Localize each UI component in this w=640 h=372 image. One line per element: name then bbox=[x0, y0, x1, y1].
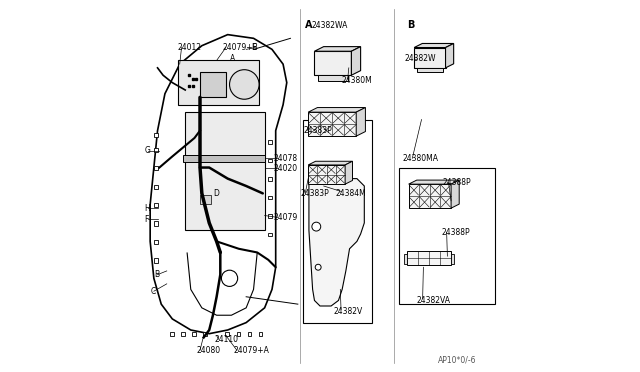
Bar bbox=[248, 332, 252, 336]
Circle shape bbox=[230, 70, 259, 99]
Bar bbox=[192, 332, 196, 336]
Polygon shape bbox=[414, 44, 454, 48]
Text: E: E bbox=[252, 43, 257, 52]
Text: 24383P: 24383P bbox=[303, 126, 332, 135]
Text: F: F bbox=[145, 215, 149, 224]
Circle shape bbox=[316, 264, 321, 270]
Text: 24080: 24080 bbox=[196, 346, 220, 355]
Bar bbox=[259, 332, 262, 336]
Polygon shape bbox=[408, 184, 451, 208]
Polygon shape bbox=[308, 108, 365, 112]
Bar bbox=[170, 332, 174, 336]
Polygon shape bbox=[308, 165, 345, 184]
Bar bbox=[268, 214, 272, 218]
Bar bbox=[154, 166, 158, 170]
Bar bbox=[225, 332, 229, 336]
Bar bbox=[185, 112, 264, 230]
Bar bbox=[303, 119, 372, 323]
Bar bbox=[154, 259, 158, 263]
Bar bbox=[154, 203, 158, 208]
Text: H: H bbox=[145, 203, 150, 213]
Polygon shape bbox=[408, 180, 459, 184]
Text: 24020: 24020 bbox=[274, 164, 298, 173]
Text: 24382W: 24382W bbox=[405, 54, 436, 63]
Bar bbox=[181, 332, 185, 336]
Text: G: G bbox=[145, 147, 150, 155]
Bar bbox=[268, 177, 272, 181]
Bar bbox=[200, 195, 211, 205]
Text: 24380M: 24380M bbox=[341, 76, 372, 85]
Text: D: D bbox=[213, 189, 219, 198]
Text: 24012: 24012 bbox=[178, 43, 202, 52]
Circle shape bbox=[312, 222, 321, 231]
Text: 24079+B: 24079+B bbox=[222, 43, 258, 52]
Text: C: C bbox=[150, 287, 156, 296]
Bar bbox=[154, 221, 158, 226]
Bar bbox=[268, 159, 272, 162]
Polygon shape bbox=[356, 108, 365, 136]
Text: 24078: 24078 bbox=[274, 154, 298, 163]
Text: 24384M: 24384M bbox=[335, 189, 366, 198]
Text: A: A bbox=[305, 20, 312, 31]
Text: A: A bbox=[230, 54, 235, 63]
Bar bbox=[237, 332, 240, 336]
Polygon shape bbox=[345, 161, 353, 184]
Bar bbox=[154, 240, 158, 244]
Text: 24110: 24110 bbox=[215, 335, 239, 344]
Bar bbox=[154, 148, 158, 152]
Bar bbox=[268, 140, 272, 144]
Polygon shape bbox=[308, 112, 356, 136]
Bar bbox=[407, 251, 451, 265]
Bar bbox=[399, 167, 495, 304]
Polygon shape bbox=[445, 44, 454, 68]
Polygon shape bbox=[314, 46, 360, 51]
Text: 24079: 24079 bbox=[274, 213, 298, 222]
Text: 24388P: 24388P bbox=[443, 178, 471, 187]
Polygon shape bbox=[309, 179, 364, 306]
Polygon shape bbox=[351, 46, 360, 75]
Polygon shape bbox=[414, 48, 445, 68]
Text: 24380MA: 24380MA bbox=[403, 154, 438, 163]
Bar bbox=[312, 176, 322, 184]
Circle shape bbox=[221, 270, 237, 286]
Polygon shape bbox=[308, 161, 353, 165]
Polygon shape bbox=[451, 180, 459, 208]
Text: B: B bbox=[154, 270, 159, 279]
Polygon shape bbox=[314, 51, 351, 75]
Bar bbox=[200, 71, 226, 97]
Bar bbox=[154, 185, 158, 189]
Bar bbox=[178, 61, 259, 105]
Text: 24382WA: 24382WA bbox=[312, 21, 348, 30]
Bar bbox=[268, 232, 272, 236]
Bar bbox=[204, 332, 207, 336]
Bar bbox=[451, 254, 454, 263]
Polygon shape bbox=[150, 35, 287, 334]
Bar bbox=[404, 254, 407, 263]
Bar bbox=[268, 196, 272, 199]
Text: AP10*0/-6: AP10*0/-6 bbox=[438, 355, 477, 364]
Bar bbox=[184, 155, 264, 162]
Text: 24079+A: 24079+A bbox=[233, 346, 269, 355]
Bar bbox=[154, 133, 158, 137]
Text: 24382V: 24382V bbox=[333, 307, 363, 316]
Text: 24383P: 24383P bbox=[301, 189, 330, 198]
Bar bbox=[318, 75, 348, 81]
Bar bbox=[417, 68, 443, 72]
Text: B: B bbox=[407, 20, 414, 31]
Text: 24382VA: 24382VA bbox=[417, 296, 451, 305]
Text: 24388P: 24388P bbox=[442, 228, 470, 237]
